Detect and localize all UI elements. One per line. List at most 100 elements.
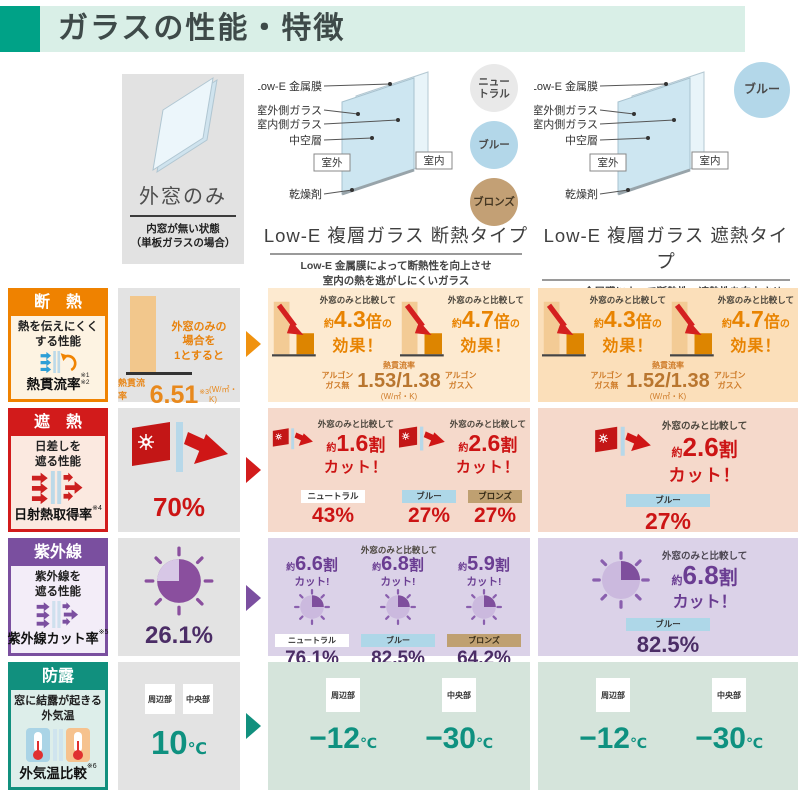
shading-arrows-icon (31, 470, 83, 504)
compare-text: 外窓のみと比較して (662, 421, 748, 432)
wari: 割 (500, 436, 518, 455)
cut-value: 約6.8割 (662, 562, 747, 588)
shading-mid-panel (268, 408, 530, 532)
metric-u-value: 熱貫流率 ※1 ※2 (26, 372, 89, 393)
compare-text: 外窓のみと比較して (317, 419, 394, 429)
badge-blue: ブルー (626, 494, 710, 507)
effect-value: 約4.7倍の (718, 308, 794, 331)
cut-word: カット！ (672, 594, 737, 611)
desc-line2: 遮る性能 (35, 456, 81, 469)
note-line2: 場合を (182, 335, 216, 348)
no: の (509, 319, 520, 330)
value: 6.8 (381, 553, 409, 575)
metric-text: 紫外線カット率 (7, 631, 99, 646)
dew-item-center: 中央部 −30℃ (412, 678, 506, 754)
thermometer-icons (26, 728, 90, 763)
gas-none: ガス無 (594, 381, 619, 390)
no: の (779, 319, 790, 330)
arrow-right-icon (246, 331, 261, 357)
value: 6.8 (682, 560, 719, 590)
bronze-label: ブロンズ (473, 195, 515, 208)
temp-number: 10 (150, 724, 188, 761)
value: 5.9 (467, 553, 495, 575)
uv-pie-sun-icon (466, 589, 502, 625)
cut-word: カット！ (323, 459, 388, 476)
factor: 4.3 (333, 306, 366, 332)
title-banner (40, 6, 745, 52)
temp-number: −30 (695, 722, 746, 755)
temp-number: −12 (579, 722, 630, 755)
blue-result: ブルー 82.5% (538, 614, 798, 658)
u-value-mid: 熱貫流率 アルゴン ガス無 1.53/1.38 アルゴン ガス入 (W/㎡・K) (272, 360, 526, 402)
metric-notes: ※1 ※2 (80, 372, 89, 387)
shield-title: Low-E 複層ガラス 遮熱タイプ (543, 225, 789, 272)
no: の (381, 319, 392, 330)
cut-text: 外窓のみと比較して 約6.8割 カット！ (662, 548, 747, 612)
outer-window-title: 外窓のみ (139, 186, 227, 208)
wari: 割 (718, 568, 738, 589)
metric-text: 熱貫流率 (26, 377, 81, 392)
effect-word: 効果！ (602, 338, 654, 355)
u-value-label: 熱貫流率 (118, 378, 146, 401)
effect-word: 効果！ (730, 338, 782, 355)
desc-line2: 外気温 (41, 709, 75, 722)
desc-line2: 遮る性能 (35, 586, 81, 599)
effect-value: 約4.3倍の (320, 308, 396, 331)
uv-pie-sun-icon (144, 546, 214, 616)
effect-group: 外窓のみと比較して 約4.7倍の 効果！ (670, 294, 794, 362)
wari: 割 (494, 557, 510, 574)
effect-text: 外窓のみと比較して 約4.7倍の 効果！ (448, 294, 524, 362)
caption-line2: （単板ガラスの場合） (130, 237, 236, 250)
u-value-unit: (W/㎡・K) (209, 385, 238, 404)
u-value-unit: (W/㎡・K) (649, 392, 687, 401)
glass-bars-icon (53, 729, 63, 762)
outer-window-card: 外窓のみ 内窓が無い状態 （単板ガラスの場合） (122, 74, 244, 264)
row-label-insulation: 断 熱 熱を伝えにくく する性能 熱貫流率 ※1 ※2 (8, 288, 108, 402)
label-air-layer: 中空層 (565, 133, 598, 147)
row-desc: 紫外線を 遮る性能 (35, 570, 81, 601)
approx: 約 (372, 562, 382, 572)
approx: 約 (671, 575, 683, 587)
uv-group-bronze: 約5.9割 カット! ブロンズ 64.2% (444, 554, 524, 670)
shgc-outer-value: 70% (152, 492, 206, 522)
compare-text: 外窓のみと比較して (589, 295, 666, 305)
dew-temp: −30℃ (412, 724, 506, 754)
effect-group: 外窓のみと比較して 約4.3倍の 効果！ (542, 294, 666, 362)
title-accent-square (0, 6, 40, 52)
bar-drop-chart-icon (400, 301, 444, 357)
compare-text: 外窓のみと比較して (449, 419, 526, 429)
label-desiccant: 乾燥剤 (565, 187, 598, 201)
label-outside: 室外 (598, 156, 619, 169)
desc-line1: 窓に結露が起きる (14, 694, 102, 707)
sun-glass-arrow-icon (132, 422, 228, 472)
note-line1: 外窓のみの (171, 321, 227, 333)
dew-temp: −30℃ (682, 724, 776, 754)
blue-result: ブルー 27% (398, 486, 460, 528)
label-inside: 室内 (424, 154, 445, 167)
pct-value: 27% (407, 504, 451, 527)
temp-unit: ℃ (629, 735, 647, 751)
value: 2.6 (682, 432, 719, 462)
argon-in-label: アルゴン ガス入 (714, 371, 746, 390)
uv-outer-value: 26.1% (144, 622, 214, 649)
uv-arrows-icon (36, 600, 79, 628)
badge-neutral: ニュートラル (275, 634, 349, 647)
center-label: 中央部 (447, 690, 471, 700)
dew-item-center: 中央部 −30℃ (682, 678, 776, 754)
color-circle-blue: ブルー (470, 121, 518, 169)
blue-result: ブルー 27% (538, 490, 798, 535)
note: ※6 (86, 763, 97, 771)
row-label-condensation: 防露 窓に結露が起きる 外気温 外気温比較※6 (8, 662, 108, 790)
no: の (651, 319, 662, 330)
wari: 割 (718, 440, 738, 461)
neutral-line1: ニュー (478, 75, 510, 88)
note1: ※1 (80, 372, 90, 379)
caption-line1: 内窓が無い状態 (146, 223, 220, 235)
perimeter-label: 周辺部 (601, 690, 625, 700)
dew-item-perimeter: 周辺部 −12℃ (566, 678, 660, 754)
row-title-condensation: 防露 (11, 665, 105, 690)
outer-window-caption: 内窓が無い状態 （単板ガラスの場合） (131, 222, 236, 250)
insulation-column-header: Low-E 複層ガラス 断熱タイプ Low-E 金属膜によって断熱性を向上させ … (262, 222, 530, 288)
cut-group: 外窓のみと比較して 約1.6割 カット！ (272, 418, 394, 477)
